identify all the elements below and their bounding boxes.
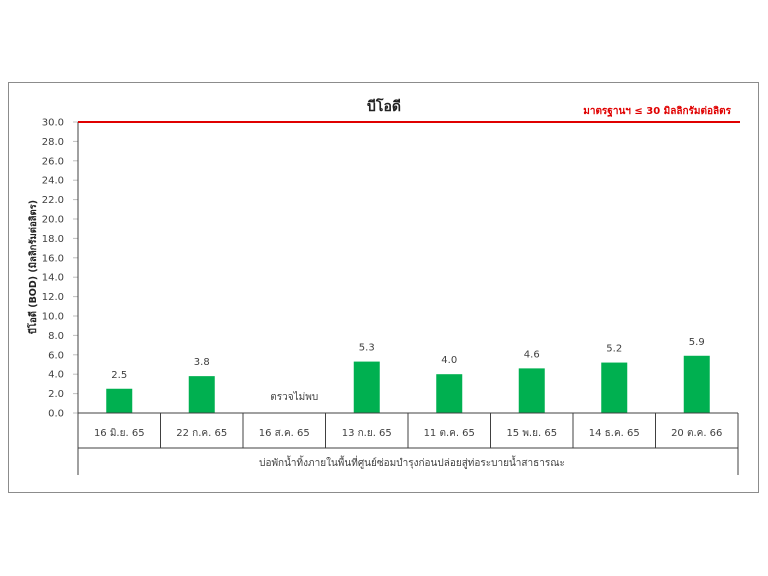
category-label: 11 ต.ค. 65: [424, 428, 475, 439]
category-label: 14 ธ.ค. 65: [589, 428, 640, 439]
bar: [106, 388, 133, 413]
y-tick-label: 24.0: [42, 176, 64, 187]
y-tick-label: 16.0: [42, 253, 64, 264]
data-label: 5.2: [606, 344, 622, 355]
category-label: 16 ส.ค. 65: [259, 428, 310, 439]
y-tick-label: 0.0: [48, 409, 64, 420]
y-axis-label: บีโอดี (BOD) (มิลลิกรัมต่อลิตร): [27, 200, 39, 334]
y-tick-label: 22.0: [42, 195, 64, 206]
data-label: 4.0: [441, 355, 457, 366]
bar: [353, 361, 380, 413]
category-label: 15 พ.ย. 65: [506, 428, 557, 439]
data-label: 5.3: [359, 343, 375, 354]
category-label: 13 ก.ย. 65: [342, 428, 392, 439]
y-tick-label: 4.0: [48, 370, 64, 381]
y-tick-label: 8.0: [48, 331, 64, 342]
bar: [188, 376, 215, 413]
y-tick-label: 18.0: [42, 234, 64, 245]
data-label: 5.9: [689, 337, 705, 348]
bar: [683, 355, 710, 413]
y-tick-label: 28.0: [42, 137, 64, 148]
y-tick-label: 30.0: [42, 118, 64, 129]
data-labels: 2.5 3.8 ตรวจไม่พบ 5.3 4.0 4.6 5.2 5.9: [111, 337, 704, 403]
y-axis-ticks: 0.0 2.0 4.0 6.0 8.0 10.0 12.0 14.0 16.0 18.0 20.0 2…: [42, 118, 78, 420]
bars: [106, 355, 710, 413]
x-axis-group-label: บ่อพักน้ำทิ้งภายในพื้นที่ศูนย์ซ่อมบำรุงก…: [259, 455, 565, 469]
y-tick-label: 12.0: [42, 292, 64, 303]
data-label: ตรวจไม่พบ: [270, 391, 318, 403]
y-tick-label: 2.0: [48, 389, 64, 400]
y-tick-label: 26.0: [42, 156, 64, 167]
bar: [518, 368, 545, 413]
y-tick-label: 14.0: [42, 273, 64, 284]
y-tick-label: 6.0: [48, 350, 64, 361]
bar: [436, 374, 463, 413]
data-label: 2.5: [111, 370, 127, 381]
category-labels: 16 มิ.ย. 65 22 ก.ค. 65 16 ส.ค. 65 13 ก.ย. 6…: [94, 428, 722, 439]
y-tick-label: 20.0: [42, 215, 64, 226]
bar: [601, 362, 628, 413]
y-tick-label: 10.0: [42, 312, 64, 323]
chart-frame: บีโอดี มาตรฐานฯ ≤ 30 มิลลิกรัมต่อลิตร บี…: [8, 82, 759, 493]
category-label: 20 ต.ค. 66: [671, 428, 722, 439]
data-label: 3.8: [194, 357, 210, 368]
category-label: 16 มิ.ย. 65: [94, 428, 145, 439]
chart: บีโอดี มาตรฐานฯ ≤ 30 มิลลิกรัมต่อลิตร บี…: [27, 97, 740, 475]
category-label: 22 ก.ค. 65: [176, 428, 227, 439]
axes: [77, 121, 740, 475]
data-label: 4.6: [524, 349, 540, 360]
chart-title: บีโอดี: [367, 97, 401, 115]
standard-label: มาตรฐานฯ ≤ 30 มิลลิกรัมต่อลิตร: [583, 105, 731, 117]
